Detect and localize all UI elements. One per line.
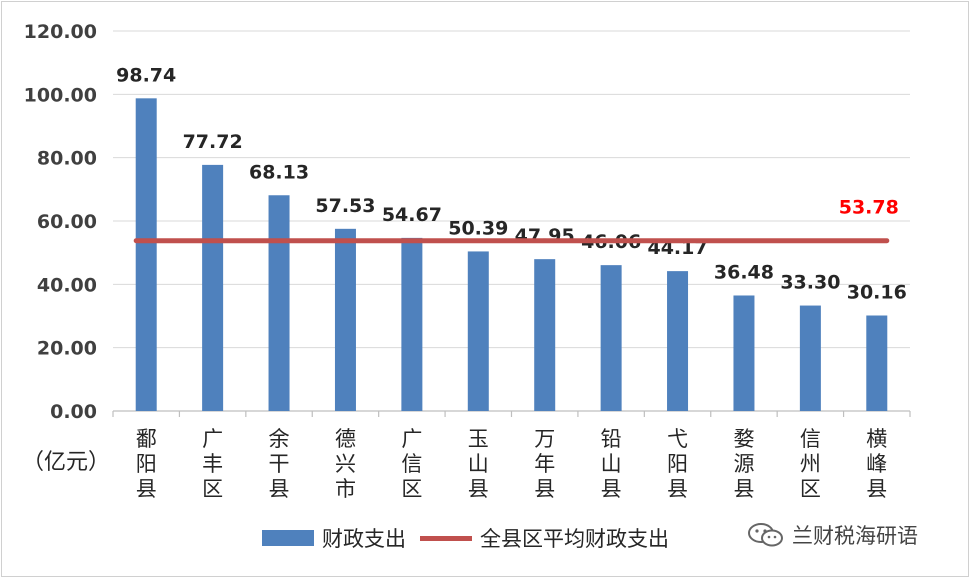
watermark-text: 兰财税海研语 [792, 524, 918, 548]
x-tick-label: 广信区 [401, 427, 422, 501]
x-tick-label: 铅山县 [601, 427, 622, 501]
bar [866, 315, 888, 411]
data-label: 98.74 [116, 64, 176, 86]
y-axis-unit-label: （亿元） [22, 450, 111, 475]
data-label: 57.53 [315, 195, 375, 217]
legend-item-bar: 财政支出 [262, 523, 406, 553]
bar [401, 237, 423, 411]
legend-swatch-bar [262, 530, 314, 546]
bar [268, 195, 290, 411]
x-tick-label: 万年县 [534, 427, 555, 501]
y-tick-label: 80.00 [37, 148, 97, 170]
data-label: 77.72 [183, 131, 243, 153]
x-tick-label: 德兴市 [335, 427, 356, 501]
x-tick-label: 广丰区 [202, 427, 223, 501]
data-label: 33.30 [780, 272, 840, 294]
x-tick-label: 婺源县 [733, 427, 754, 501]
wechat-icon [748, 523, 783, 547]
legend-swatch-line [420, 535, 472, 541]
bar [334, 228, 356, 411]
y-tick-label: 60.00 [37, 211, 97, 233]
x-tick-label: 鄱阳县 [136, 427, 157, 501]
data-label: 47.95 [515, 225, 575, 247]
bar [667, 271, 689, 411]
data-label: 68.13 [249, 161, 309, 183]
x-tick-label: 玉山县 [468, 427, 489, 501]
x-tick-label: 弋阳县 [667, 427, 688, 501]
data-label: 30.16 [847, 281, 907, 303]
y-tick-label: 120.00 [24, 21, 97, 43]
data-label: 50.39 [448, 217, 508, 239]
x-tick-label: 信州区 [800, 427, 821, 501]
bar [135, 98, 157, 411]
bar [799, 305, 821, 411]
x-tick-label: 横峰县 [866, 427, 887, 501]
data-label: 54.67 [382, 204, 442, 226]
legend: 财政支出 全县区平均财政支出 [262, 523, 683, 553]
bar [534, 259, 556, 411]
y-tick-label: 0.00 [50, 401, 97, 423]
data-label: 36.48 [714, 261, 774, 283]
legend-label-bar: 财政支出 [322, 527, 406, 551]
y-tick-label: 20.00 [37, 338, 97, 360]
average-label: 53.78 [839, 197, 899, 219]
legend-label-line: 全县区平均财政支出 [480, 527, 669, 551]
y-tick-label: 40.00 [37, 274, 97, 296]
y-tick-label: 100.00 [24, 84, 97, 106]
bar [600, 265, 622, 411]
x-tick-label: 余干县 [269, 427, 290, 501]
bar [467, 251, 489, 411]
bar [733, 295, 755, 411]
bar [202, 164, 224, 411]
legend-item-line: 全县区平均财政支出 [420, 523, 669, 553]
watermark: 兰财税海研语 [746, 520, 918, 550]
